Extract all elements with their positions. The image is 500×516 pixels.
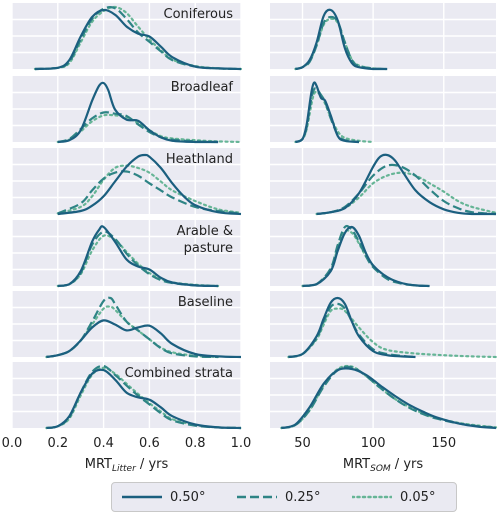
panel-label: Combined strata [125, 366, 233, 381]
density-line-050 [302, 225, 430, 288]
density-line-050 [316, 153, 496, 216]
panel-label: Arable & pasture [177, 224, 233, 256]
legend-label: 0.05° [400, 489, 436, 505]
x-axis-label: MRTSOM / yrs [343, 457, 423, 474]
x-axis-label-subscript: Litter [112, 464, 137, 474]
legend-item-050: 0.50° [122, 483, 205, 511]
density-line-050 [57, 81, 219, 144]
density-line-050 [295, 8, 388, 71]
panel-label-line: Coniferous [164, 7, 234, 22]
legend: 0.50° 0.25° 0.05° [111, 482, 457, 512]
dotted-line-swatch-icon [352, 495, 392, 499]
legend-item-025: 0.25° [237, 483, 320, 511]
panel-label-line: Baseline [178, 295, 233, 310]
x-tick-label: 1.0 [231, 436, 252, 451]
x-axis-label-main: MRT [343, 457, 370, 472]
panel-label-line: Broadleaf [171, 80, 234, 95]
x-tick-label: 0.2 [47, 436, 68, 451]
density-line-025 [57, 170, 242, 215]
panel-label: Coniferous [164, 7, 234, 22]
density-line-050 [46, 319, 242, 359]
x-tick-label: 0.8 [185, 436, 206, 451]
density-line-050 [46, 368, 242, 430]
panel-label-line: Heathland [166, 152, 233, 167]
density-line-050 [57, 153, 242, 216]
density-line-025 [288, 302, 416, 359]
legend-item-005: 0.05° [352, 483, 435, 511]
x-tick-label: 0.6 [139, 436, 160, 451]
x-axis-label-subscript: SOM [370, 464, 391, 474]
x-tick-label: 100 [361, 436, 386, 451]
panel-label-line: Arable & [177, 224, 233, 239]
x-tick-label: 150 [431, 436, 456, 451]
panel-label-line: pasture [184, 241, 233, 256]
density-line-005 [56, 164, 243, 215]
solid-line-swatch-icon [122, 495, 162, 499]
density-line-050 [34, 8, 242, 71]
legend-label: 0.25° [285, 489, 321, 505]
panel-label: Baseline [178, 295, 233, 310]
density-line-005 [287, 307, 498, 359]
x-tick-label: 50 [294, 436, 311, 451]
panel-label: Heathland [166, 152, 233, 167]
legend-label: 0.50° [170, 489, 206, 505]
x-axis-label-unit: / yrs [136, 457, 169, 472]
x-tick-label: 0.4 [93, 436, 114, 451]
x-tick-label: 0.0 [2, 436, 23, 451]
x-axis-label-main: MRT [85, 457, 112, 472]
density-line-050 [288, 296, 416, 359]
density-figure: Coniferous Broadleaf Heathland Arable & past… [2, 3, 498, 474]
panel-label: Broadleaf [171, 80, 234, 95]
panel-label-line: Combined strata [125, 366, 233, 381]
density-line-050 [281, 367, 497, 430]
dashed-line-swatch-icon [237, 495, 277, 499]
x-axis-label: MRTLitter / yrs [85, 457, 169, 474]
density-line-050 [294, 81, 360, 144]
density-line-050 [57, 225, 219, 288]
x-axis-label-unit: / yrs [391, 457, 424, 472]
